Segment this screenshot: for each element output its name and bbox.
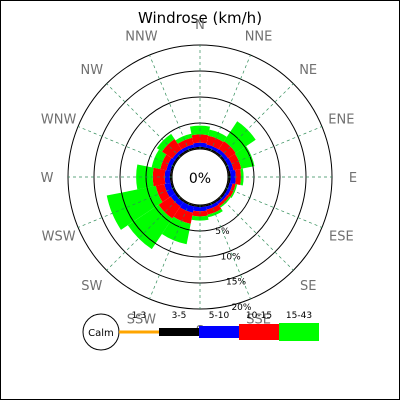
petal-ene-15-43: [234, 146, 255, 169]
petal-nw-10-15: [162, 139, 182, 159]
direction-label-n: N: [195, 18, 205, 33]
spoke-nw: [106, 83, 181, 158]
petal-sse-10-15: [206, 204, 222, 215]
spoke-sse: [210, 202, 251, 300]
petal-se-5-10: [216, 193, 228, 205]
direction-label-ssw: SSW: [127, 312, 157, 327]
ring-label-2: 10%: [221, 252, 241, 262]
calm-percent-label: 0%: [189, 171, 211, 187]
petal-w-15-43: [136, 164, 154, 190]
petal-wnw-15-43: [151, 149, 167, 170]
petal-e-5-10: [230, 170, 236, 184]
spoke-se: [219, 196, 294, 271]
petal-wsw-15-43: [106, 185, 163, 230]
petal-nne-5-10: [205, 144, 219, 152]
petal-nnw-5-10: [181, 144, 195, 152]
legend-swatch-15-43: [279, 323, 319, 341]
petal-s-5-10: [193, 206, 207, 212]
petal-nne-15-43: [208, 129, 227, 143]
petal-ssw-15-43: [161, 216, 191, 245]
legend-calm-label: Calm: [88, 328, 114, 339]
legend-label-10-15: 10-15: [246, 311, 272, 321]
direction-label-sw: SW: [81, 279, 102, 294]
spoke-wsw: [77, 187, 175, 228]
chart-title: Windrose (km/h): [138, 9, 262, 27]
direction-label-nne: NNE: [245, 30, 273, 45]
petal-ssw-10-15: [173, 207, 193, 224]
legend-label-15-43: 15-43: [286, 311, 312, 321]
petal-ene-5-10: [225, 157, 234, 172]
petal-sse-5-10: [205, 202, 219, 210]
legend-label-5-10: 5-10: [209, 311, 230, 321]
grid-layer: [67, 44, 333, 310]
petal-wnw-10-15: [160, 154, 172, 171]
petal-n-10-15: [191, 134, 209, 144]
petal-nnw-10-15: [177, 137, 194, 150]
ring-2: [119, 96, 281, 258]
direction-label-sse: SSE: [246, 312, 271, 327]
petal-wsw-10-15: [155, 184, 170, 203]
petal-nw-5-10: [172, 149, 184, 161]
petal-ene-10-15: [228, 153, 242, 171]
petal-ne-15-43: [223, 121, 256, 154]
spoke-wnw: [77, 126, 175, 167]
ring-label-3: 15%: [226, 278, 246, 288]
direction-label-ne: NE: [299, 63, 317, 78]
direction-label-nnw: NNW: [125, 30, 157, 45]
direction-label-wsw: WSW: [42, 230, 76, 245]
spoke-nnw: [149, 54, 190, 152]
petal-ese-5-10: [225, 182, 233, 196]
petal-sw-5-10: [170, 193, 184, 207]
petal-ne-5-10: [216, 148, 229, 161]
spoke-ne: [219, 83, 294, 158]
petal-se-10-15: [218, 195, 230, 207]
direction-label-ese: ESE: [329, 230, 354, 245]
legend-swatch-10-15: [239, 324, 279, 340]
direction-labels: NNNENEENEEESESESSESSSWSWWSWWWNWNWNNW: [41, 18, 358, 339]
ring-label-1: 5%: [215, 227, 230, 237]
petal-sse-15-43: [207, 208, 223, 218]
petal-ssw-5-10: [179, 202, 195, 213]
spoke-ese: [225, 187, 323, 228]
spoke-ssw: [149, 202, 190, 300]
spoke-sw: [106, 196, 181, 271]
legend-label-3-5: 3-5: [172, 311, 187, 321]
direction-label-wnw: WNW: [41, 112, 77, 127]
legend-swatch-3-5: [159, 328, 199, 336]
speed-legend: Calm 1-3 3-5 5-10 10-15 15-43: [82, 311, 319, 351]
petal-ne-10-15: [218, 141, 236, 159]
direction-label-nw: NW: [81, 63, 104, 78]
direction-label-w: W: [41, 171, 54, 186]
petal-e-10-15: [235, 169, 241, 185]
ring-label-4: 20%: [231, 303, 251, 313]
petal-w-5-10: [164, 170, 171, 184]
petal-wsw-5-10: [164, 182, 175, 198]
legend-swatch-5-10: [199, 326, 239, 338]
legend-swatch-1-3: [119, 330, 159, 334]
legend-label-1-3: 1-3: [132, 311, 147, 321]
spoke-ene: [225, 126, 323, 167]
petal-n-5-10: [193, 142, 207, 148]
spoke-nne: [210, 54, 251, 152]
petal-nne-10-15: [206, 135, 224, 150]
direction-label-ene: ENE: [328, 112, 354, 127]
direction-label-e: E: [349, 171, 357, 186]
ring-labels: 5% 10% 15% 20%: [215, 227, 252, 313]
direction-label-se: SE: [300, 279, 316, 294]
petal-wnw-5-10: [166, 157, 175, 172]
